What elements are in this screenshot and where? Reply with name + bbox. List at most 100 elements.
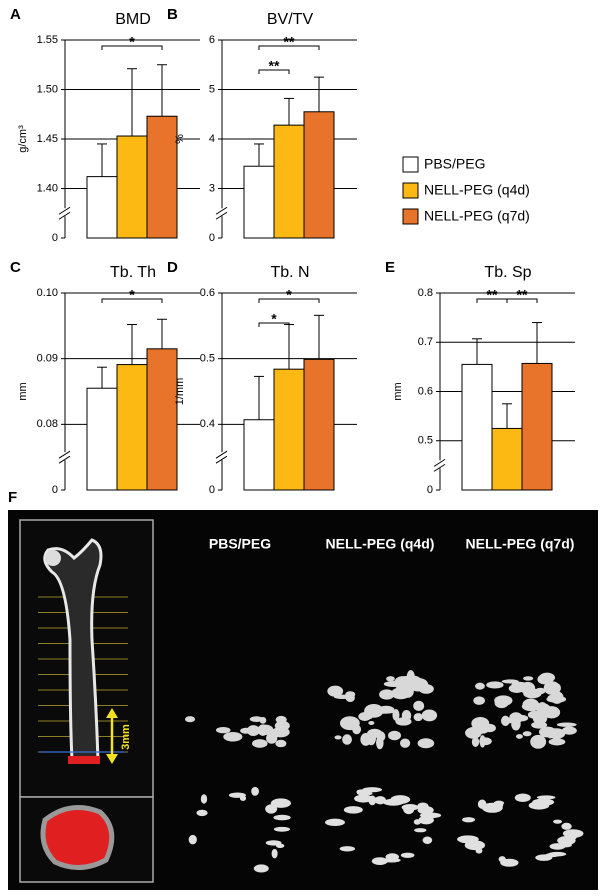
trabecula bbox=[386, 676, 395, 682]
y-tick-label: 4 bbox=[209, 133, 215, 145]
trabecula bbox=[413, 819, 421, 825]
axis-break bbox=[58, 206, 71, 220]
trabecula bbox=[561, 726, 577, 735]
legend-label: PBS/PEG bbox=[424, 156, 485, 172]
bar-chart: A BMD g/cm³ 0 1.40 1.45 1.50 1.55 * bbox=[10, 6, 200, 244]
bar bbox=[461, 363, 493, 491]
trabecula bbox=[357, 791, 373, 796]
bar bbox=[86, 176, 118, 239]
trabecula bbox=[477, 799, 487, 809]
significance-label: ** bbox=[284, 34, 295, 50]
trabecula bbox=[379, 689, 395, 700]
trabecula bbox=[536, 703, 551, 715]
legend-swatch bbox=[402, 208, 419, 225]
y-tick-label: 1.45 bbox=[37, 133, 58, 145]
bar bbox=[146, 348, 178, 491]
y-tick-label: 0.7 bbox=[418, 336, 433, 348]
y-tick-label: 1.50 bbox=[37, 83, 58, 95]
trabecula bbox=[403, 804, 415, 815]
trabecula bbox=[558, 842, 572, 848]
trabecula bbox=[360, 733, 372, 746]
trabecula bbox=[368, 720, 375, 726]
trabecula bbox=[527, 710, 542, 719]
chart-title: BMD bbox=[115, 11, 151, 28]
trabecula bbox=[561, 822, 572, 830]
trabecula bbox=[339, 716, 360, 731]
trabecula bbox=[418, 684, 434, 694]
trabecula bbox=[371, 857, 388, 866]
trabecula bbox=[368, 795, 377, 806]
y-tick-label: 0 bbox=[209, 484, 215, 496]
y-axis-label: mm bbox=[17, 382, 29, 400]
trabecula bbox=[515, 734, 523, 739]
trabecula bbox=[419, 812, 442, 819]
axis-break bbox=[433, 458, 446, 472]
trabecula bbox=[458, 835, 472, 844]
axis-break-gap bbox=[216, 208, 228, 217]
trabecula bbox=[417, 802, 429, 811]
significance-bracket bbox=[258, 298, 320, 303]
trabecula bbox=[275, 739, 287, 748]
significance-label: ** bbox=[517, 287, 528, 303]
trabecula bbox=[188, 834, 197, 845]
trabecula bbox=[523, 688, 542, 699]
trabecula bbox=[362, 787, 382, 793]
y-axis-label: % bbox=[174, 134, 186, 144]
y-tick-label: 1.40 bbox=[37, 182, 58, 194]
trabecula bbox=[511, 681, 528, 687]
femoral-head bbox=[45, 550, 61, 566]
trabecula bbox=[215, 726, 231, 734]
trabecula bbox=[526, 703, 540, 708]
y-tick-label: 0 bbox=[52, 484, 58, 496]
y-axis-label: g/cm³ bbox=[17, 125, 29, 153]
panel-letter: F bbox=[8, 489, 17, 506]
y-tick-label: 0.10 bbox=[37, 287, 58, 299]
trabecula bbox=[413, 700, 425, 711]
axis-break-gap bbox=[59, 452, 71, 461]
trabecula bbox=[422, 836, 433, 845]
legend-label: NELL-PEG (q7d) bbox=[424, 208, 530, 224]
chart-title: BV/TV bbox=[267, 11, 314, 28]
trabecula bbox=[528, 801, 550, 810]
y-tick-label: 0.8 bbox=[418, 287, 433, 299]
significance-label: ** bbox=[487, 287, 498, 303]
bar bbox=[303, 358, 335, 491]
bar-chart: B BV/TV% 0 3 4 5 6 **** bbox=[167, 6, 357, 244]
trabecula bbox=[500, 858, 519, 867]
bar-chart: C Tb. Th mm 0 0.08 0.09 0.10 * bbox=[10, 259, 200, 496]
trabecula bbox=[545, 853, 560, 858]
trabecula bbox=[228, 792, 246, 798]
chart-title: Tb. Sp bbox=[484, 264, 531, 281]
bar bbox=[303, 111, 335, 239]
trabecula bbox=[552, 683, 561, 693]
significance-label: * bbox=[286, 287, 292, 303]
trabecula bbox=[471, 736, 480, 748]
trabecula bbox=[548, 738, 566, 746]
trabecula bbox=[364, 704, 384, 718]
bar bbox=[273, 124, 305, 239]
y-tick-label: 0.08 bbox=[37, 418, 58, 430]
significance-label: * bbox=[129, 34, 135, 50]
y-tick-label: 0.6 bbox=[418, 385, 433, 397]
trabecula bbox=[523, 676, 534, 681]
y-tick-label: 0 bbox=[52, 232, 58, 244]
trabecula bbox=[390, 795, 411, 804]
axis-break bbox=[215, 206, 228, 220]
trabecula bbox=[391, 687, 411, 700]
y-axis-label: 1/mm bbox=[174, 378, 186, 406]
trabecula bbox=[334, 735, 342, 740]
chart-title: Tb. Th bbox=[110, 264, 156, 281]
trabecula bbox=[553, 819, 562, 824]
scale-label: 3mm bbox=[120, 724, 132, 750]
trabecula bbox=[273, 814, 291, 821]
trabecula bbox=[537, 674, 552, 685]
panel-letter: C bbox=[10, 259, 21, 276]
chart-title: Tb. N bbox=[270, 264, 309, 281]
legend-label: NELL-PEG (q4d) bbox=[424, 182, 530, 198]
trabecula bbox=[345, 693, 355, 703]
trabecula bbox=[265, 840, 282, 846]
y-tick-label: 0.09 bbox=[37, 353, 58, 365]
panel-letter: D bbox=[167, 259, 178, 276]
trabecula bbox=[271, 727, 290, 738]
trabecula bbox=[486, 681, 504, 689]
